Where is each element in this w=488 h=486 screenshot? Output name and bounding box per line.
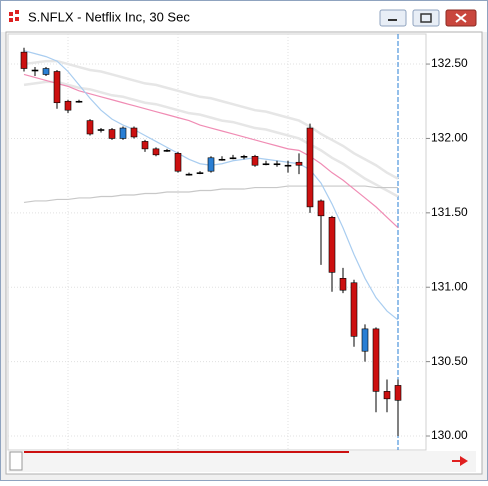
candle-body <box>64 100 72 111</box>
candle-body <box>284 164 292 167</box>
candle-body <box>339 278 347 291</box>
candle-body <box>317 200 325 217</box>
candle-body <box>273 163 281 166</box>
candle-body <box>42 68 50 75</box>
candle-body <box>251 156 259 166</box>
candle-body <box>141 141 149 150</box>
scroll-track <box>24 451 349 453</box>
y-tick-label: 132.50 <box>431 56 468 70</box>
y-tick-label: 131.00 <box>431 279 468 293</box>
time-axis <box>8 451 476 472</box>
y-tick-label: 132.00 <box>431 131 468 145</box>
candle-body <box>75 100 83 103</box>
candle-body <box>108 129 116 139</box>
candle-body <box>152 148 160 156</box>
candle-body <box>185 173 193 176</box>
minimize-button[interactable] <box>379 9 407 27</box>
y-tick-label: 131.50 <box>431 205 468 219</box>
close-button[interactable] <box>445 9 477 27</box>
candle-body <box>328 217 336 273</box>
candle-body <box>31 69 39 72</box>
scroll-right-arrow[interactable] <box>452 456 468 466</box>
candle-body <box>295 161 303 166</box>
plot-area <box>7 33 427 451</box>
scroll-thumb[interactable] <box>9 451 23 471</box>
candle-body <box>20 51 28 69</box>
candle-body <box>97 129 105 131</box>
y-tick-label: 130.00 <box>431 428 468 442</box>
candle-body <box>196 172 204 174</box>
candle-body <box>372 328 380 392</box>
candle-body <box>394 385 402 401</box>
candle-body <box>174 153 182 172</box>
app-icon <box>9 10 19 22</box>
candle-body <box>306 127 314 208</box>
candle-body <box>383 391 391 400</box>
window-title: S.NFLX - Netflix Inc, 30 Sec <box>28 9 190 24</box>
candle-body <box>361 328 369 352</box>
moving-average <box>23 59 399 180</box>
candle-body <box>262 163 270 166</box>
maximize-button[interactable] <box>412 9 440 27</box>
candle-body <box>350 282 358 337</box>
candle-body <box>53 71 61 104</box>
candle-body <box>229 157 237 160</box>
moving-average <box>23 185 398 204</box>
moving-average <box>23 80 399 198</box>
candle-body <box>86 120 94 135</box>
candle-body <box>240 156 248 158</box>
candle-body <box>207 157 215 172</box>
candle-body <box>130 127 138 138</box>
candle-body <box>218 158 226 161</box>
moving-average <box>23 73 399 229</box>
candle-body <box>163 150 171 152</box>
candle-body <box>119 127 127 139</box>
y-tick-label: 130.50 <box>431 354 468 368</box>
